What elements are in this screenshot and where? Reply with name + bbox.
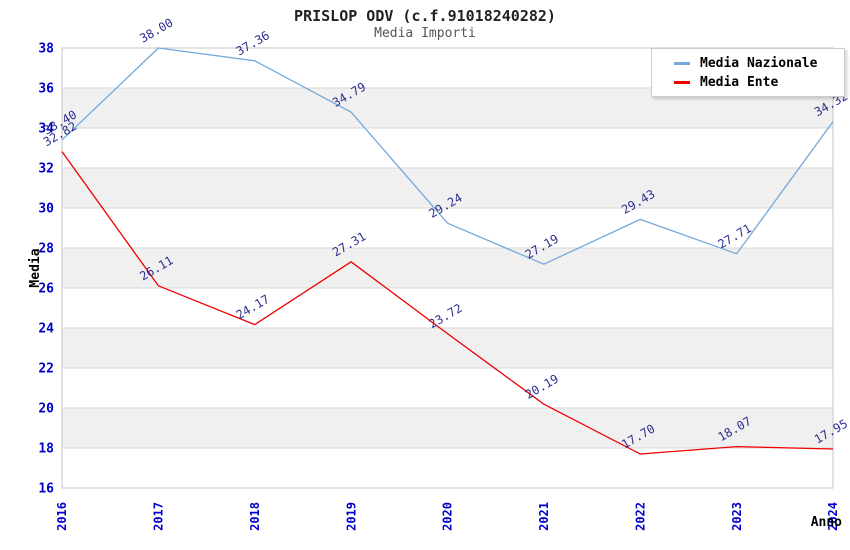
y-tick-label: 22 <box>38 362 54 377</box>
grid-band <box>62 368 833 408</box>
grid-band <box>62 448 833 488</box>
series-line-media-nazionale <box>61 47 834 265</box>
x-tick-label-2022: 2022 <box>633 502 647 531</box>
legend-label: Media Nazionale <box>700 55 818 71</box>
grid-band <box>62 248 833 288</box>
legend-label: Media Ente <box>700 74 779 90</box>
grid-band <box>62 288 833 328</box>
y-tick-label: 32 <box>38 162 54 177</box>
grid-band <box>62 328 833 368</box>
series-line-media-ente <box>61 151 834 455</box>
y-tick-label: 28 <box>38 242 54 257</box>
y-tick-label: 20 <box>38 402 54 417</box>
y-tick-label: 38 <box>38 42 54 57</box>
x-tick-label-2023: 2023 <box>730 502 744 531</box>
legend-item-media-ente: Media Ente <box>652 75 844 90</box>
legend-line-sample-blue <box>674 61 690 65</box>
y-axis-title: Media <box>28 248 43 288</box>
x-tick-label-2019: 2019 <box>344 502 358 531</box>
chart-subtitle: Media Importi <box>374 26 476 41</box>
chart-title: PRISLOP ODV (c.f.91018240282) <box>294 7 556 25</box>
y-tick-label: 16 <box>38 482 54 497</box>
y-tick-label: 34 <box>38 122 54 137</box>
grid-band <box>62 168 833 208</box>
grid-band <box>62 208 833 248</box>
legend-item-media-nazionale: Media Nazionale <box>652 56 844 71</box>
legend: Media Nazionale Media Ente <box>651 48 845 97</box>
grid-band <box>62 128 833 168</box>
y-tick-label: 24 <box>38 322 54 337</box>
x-tick-label-2021: 2021 <box>537 502 551 531</box>
point-label: 38.00 <box>137 15 175 45</box>
y-tick-label: 18 <box>38 442 54 457</box>
x-tick-label-2018: 2018 <box>248 502 262 531</box>
x-tick-label-2016: 2016 <box>55 502 69 531</box>
x-tick-label-2024: 2024 <box>826 502 840 531</box>
legend-line-sample-red <box>674 80 690 84</box>
y-tick-label: 30 <box>38 202 54 217</box>
grid-band <box>62 408 833 448</box>
x-tick-label-2017: 2017 <box>152 502 166 531</box>
plot-border <box>61 47 834 489</box>
x-tick-label-2020: 2020 <box>441 502 455 531</box>
x-axis-title: Anno <box>810 515 842 530</box>
y-tick-label: 36 <box>38 82 54 97</box>
y-tick-label: 26 <box>38 282 54 297</box>
